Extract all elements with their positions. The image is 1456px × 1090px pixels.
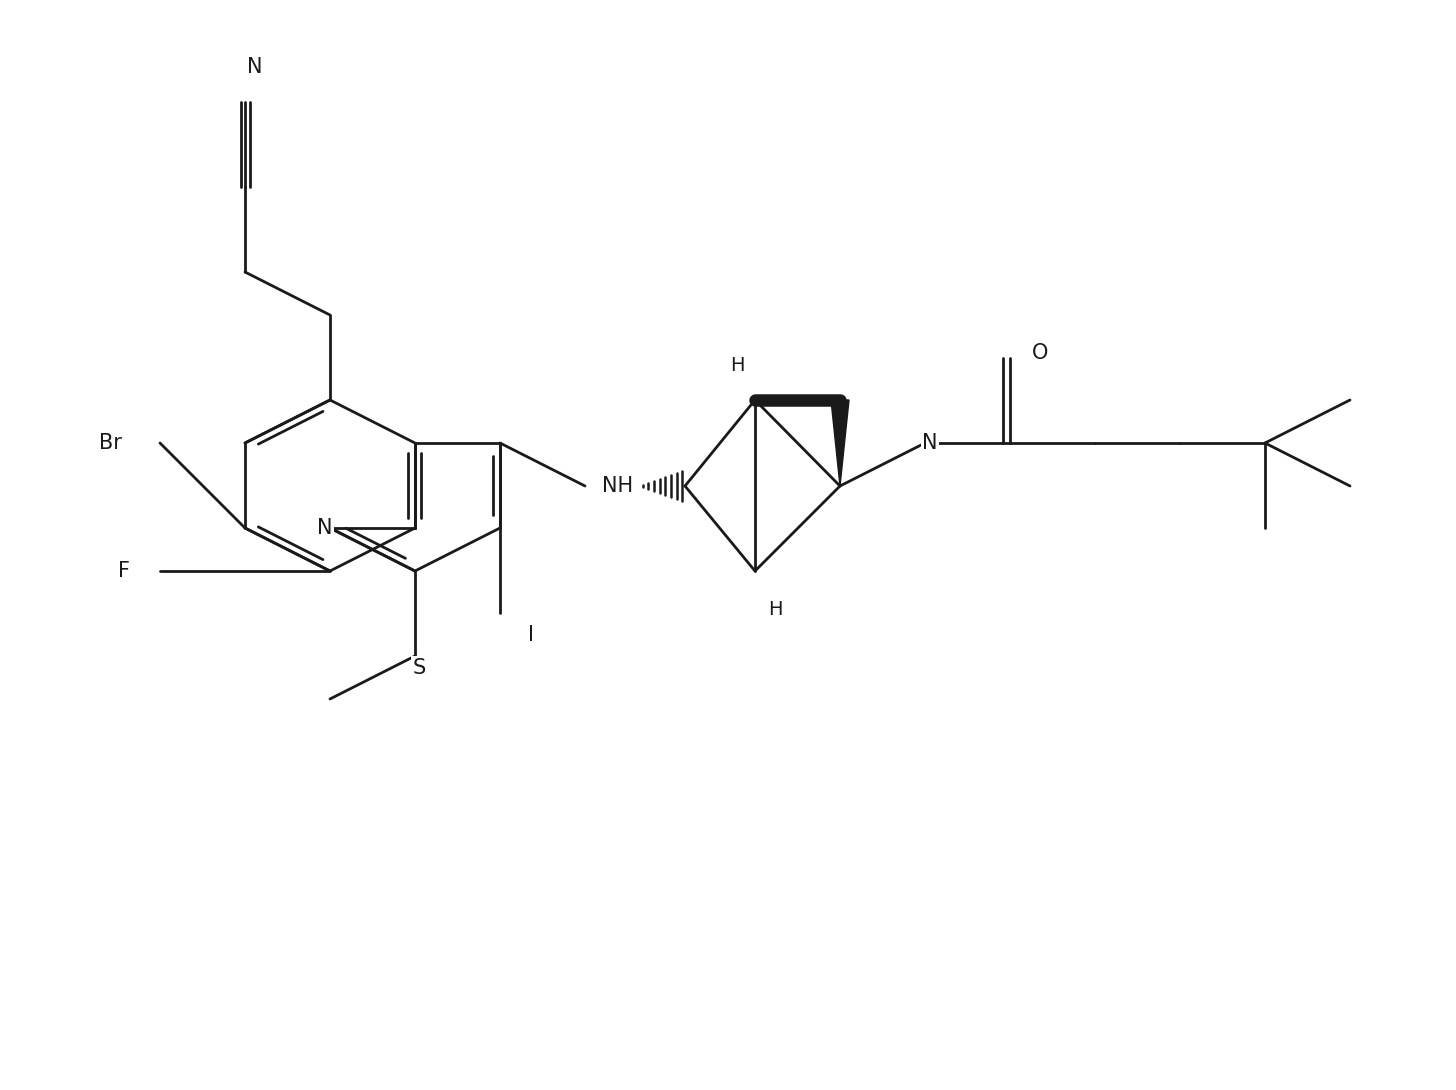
Text: Br: Br — [99, 433, 122, 453]
Text: S: S — [412, 658, 425, 678]
Text: N: N — [248, 57, 262, 77]
Text: H: H — [767, 600, 782, 618]
Text: F: F — [118, 561, 130, 581]
Text: N: N — [922, 433, 938, 453]
Text: N: N — [317, 518, 333, 538]
Text: H: H — [729, 355, 744, 375]
Polygon shape — [831, 400, 849, 486]
Text: NH: NH — [603, 476, 633, 496]
Text: O: O — [1032, 343, 1048, 363]
Text: I: I — [529, 625, 534, 645]
